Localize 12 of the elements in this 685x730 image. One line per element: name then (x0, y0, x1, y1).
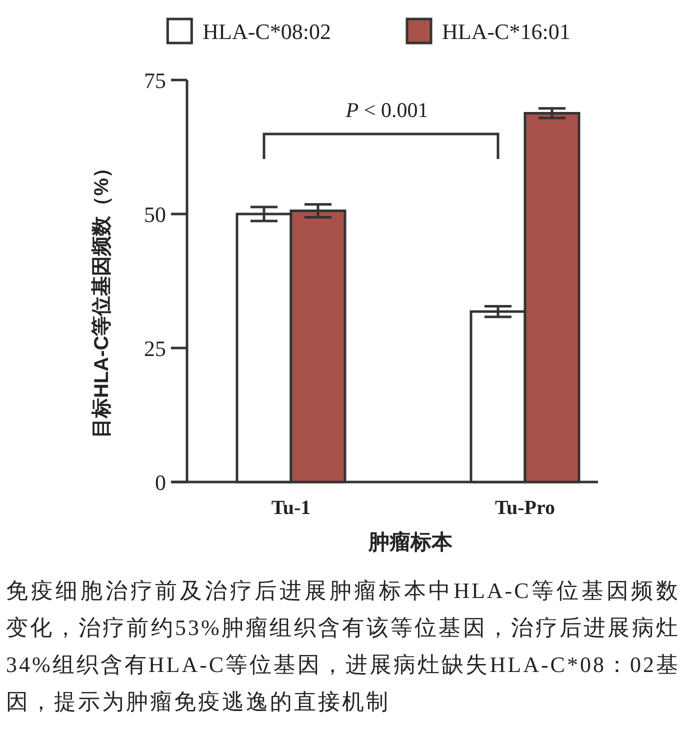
x-axis-title: 肿瘤标本 (368, 530, 454, 554)
y-tick-label: 50 (144, 202, 166, 227)
x-tick-label: Tu-Pro (494, 497, 556, 519)
legend-label: HLA-C*16:01 (442, 19, 570, 44)
annotation: P < 0.001 (344, 98, 428, 122)
y-tick-label: 75 (144, 68, 166, 93)
x-tick-label: Tu-1 (271, 497, 311, 519)
text: 免疫细胞治疗前及治疗后进展肿瘤标本中HLA-C等位基因频数变化，治疗前约53%肿瘤组织含有该等位基因，治疗后进展病灶34%组织含有HLA-C等位基因，进展病灶缺失HLA-C*08：02基因，提示为肿瘤免疫逃逸的直接机制 (6, 578, 680, 714)
y-tick-label: 0 (155, 470, 166, 495)
y-tick-label: 25 (144, 336, 166, 361)
legend-label: HLA-C*08:02 (202, 19, 331, 44)
y-axis-title: 目标HLA-C等位基因频数（%） (91, 158, 113, 438)
